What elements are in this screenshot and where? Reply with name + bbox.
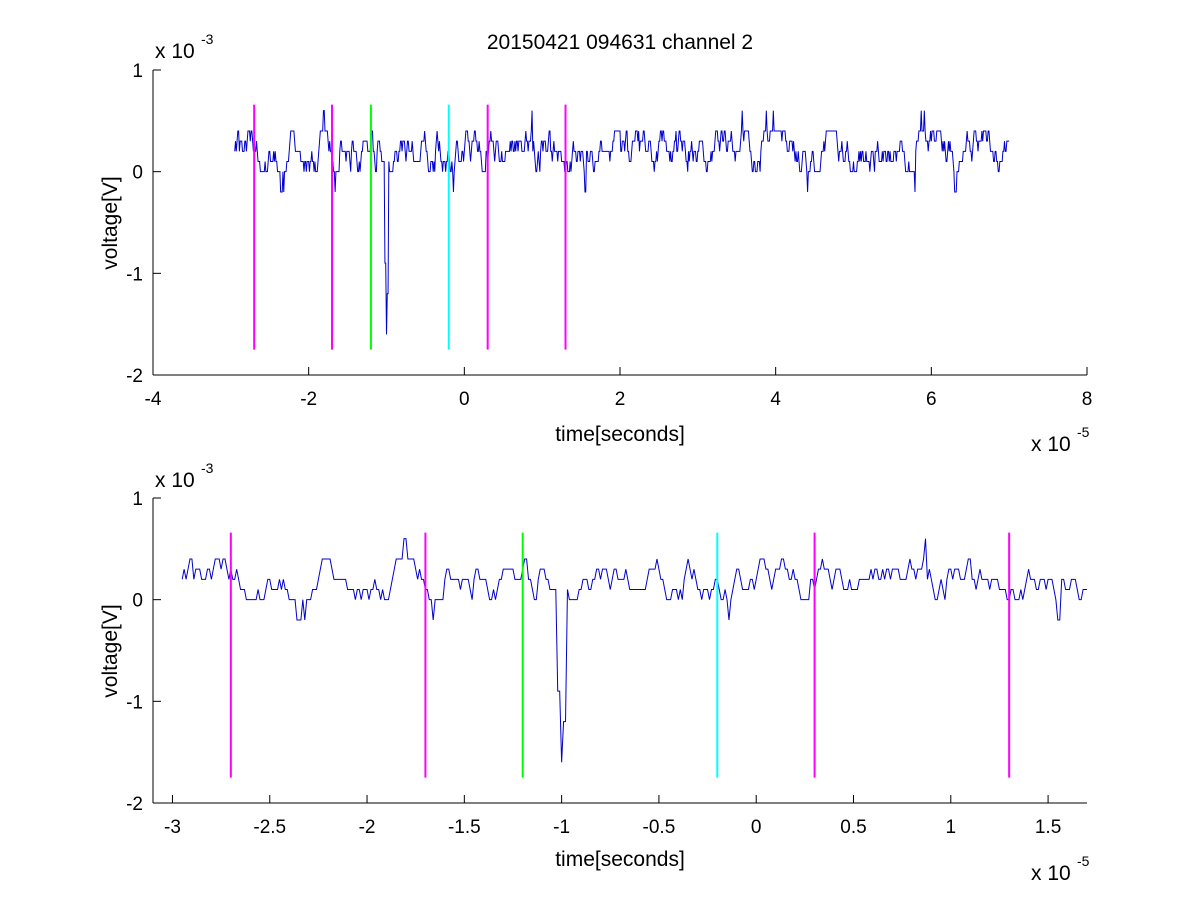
bottom-x-tick-label-6: 0 [751,817,762,838]
bottom-x-tick-label-1: -2.5 [253,817,286,838]
top-x-axis-label: time[seconds] [555,423,685,446]
bottom-x-tick-label-2: -2 [359,817,376,838]
top-x-tick-label-4: 4 [770,389,781,410]
bottom-y-exponent: x 10 -3 [155,460,214,492]
top-y-exponent-base: x 10 [155,40,195,63]
top-x-tick-label-6: 8 [1082,389,1093,410]
bottom-y-exponent-power: -3 [201,460,214,476]
top-y-tick-label-2: 0 [132,163,143,184]
bottom-x-exponent-base: x 10 [1031,862,1071,885]
bottom-x-tick-label-9: 1.5 [1035,817,1061,838]
bottom-x-tick-label-0: -3 [164,817,181,838]
top-x-tick-label-3: 2 [615,389,626,410]
top-x-exponent-base: x 10 [1031,433,1071,456]
top-signal-trace [234,110,1010,335]
top-x-tick-label-2: 0 [459,389,470,410]
bottom-y-tick-label-1: -1 [126,692,143,713]
bottom-x-exponent: x 10 -5 [1031,853,1090,885]
chart-title: 20150421 094631 channel 2 [487,31,753,54]
top-x-exponent-power: -5 [1077,424,1090,440]
bottom-x-tick-label-8: 1 [946,817,957,838]
top-y-exponent: x 10 -3 [155,31,214,63]
bottom-y-tick-label-3: 1 [132,489,143,510]
bottom-x-exponent-power: -5 [1077,853,1090,869]
bottom-y-tick-label-2: 0 [132,591,143,612]
top-axes: time[seconds] voltage[V] x 10 -3 x 10 -5… [99,31,1092,456]
bottom-axes: time[seconds] voltage[V] x 10 -3 x 10 -5… [99,460,1090,885]
top-y-tick-label-3: 1 [132,61,143,82]
bottom-y-exponent-base: x 10 [155,469,195,492]
bottom-x-tick-label-4: -1 [553,817,570,838]
top-y-tick-label-0: -2 [126,366,143,387]
bottom-x-tick-label-3: -1.5 [448,817,481,838]
top-y-axis-label: voltage[V] [99,176,122,269]
bottom-x-tick-label-7: 0.5 [840,817,866,838]
top-x-exponent: x 10 -5 [1031,424,1090,456]
bottom-y-axis-label: voltage[V] [99,604,122,697]
top-y-tick-label-1: -1 [126,264,143,285]
top-x-tick-label-5: 6 [926,389,937,410]
top-x-tick-label-0: -4 [145,389,162,410]
top-x-tick-label-1: -2 [300,389,317,410]
bottom-signal-trace [181,538,1087,763]
bottom-x-tick-label-5: -0.5 [643,817,676,838]
bottom-x-axis-label: time[seconds] [555,848,685,871]
top-y-exponent-power: -3 [201,31,214,47]
bottom-y-tick-label-0: -2 [126,794,143,815]
